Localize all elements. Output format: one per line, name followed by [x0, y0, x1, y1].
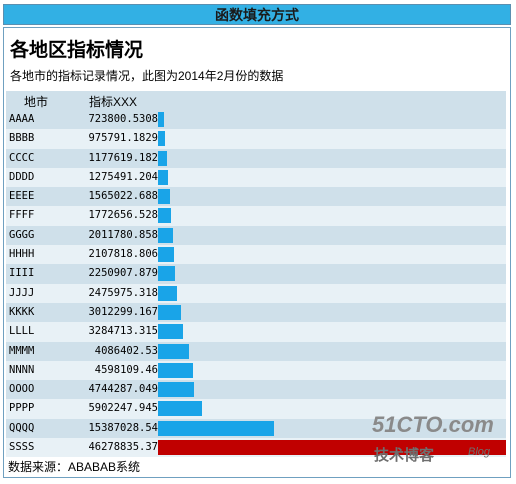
row-city: CCCC	[9, 151, 35, 164]
row-city: DDDD	[9, 170, 35, 183]
table-row: NNNN 4598109.46	[6, 360, 506, 381]
row-value: 3284713.315	[88, 325, 158, 338]
row-city: JJJJ	[9, 286, 35, 299]
row-bar	[158, 247, 174, 263]
row-value: 3012299.167	[88, 305, 158, 318]
row-value: 4086402.53	[94, 344, 158, 357]
row-value: 1772656.528	[88, 209, 158, 222]
row-city: GGGG	[9, 228, 35, 241]
row-city: NNNN	[9, 363, 35, 376]
row-bar	[158, 382, 194, 398]
row-city: PPPP	[9, 402, 35, 415]
table-row: HHHH 2107818.806	[6, 245, 506, 265]
table-row: SSSS 46278835.37	[6, 438, 506, 458]
row-bar	[158, 266, 175, 282]
table-row: MMMM 4086402.53	[6, 341, 506, 361]
row-city: QQQQ	[9, 421, 35, 434]
row-bar	[158, 362, 193, 378]
row-bar	[158, 440, 506, 456]
row-city: FFFF	[9, 209, 35, 222]
row-city: MMMM	[9, 344, 35, 357]
row-city: BBBB	[9, 132, 35, 145]
table-row: PPPP 5902247.945	[6, 399, 506, 419]
row-value: 2011780.858	[88, 228, 158, 241]
data-rows: AAAA 723800.5308 BBBB 975791.1829 CCCC 117761…	[6, 110, 506, 458]
chart-panel: 各地区指标情况 各地市的指标记录情况，此图为2014年2月份的数据 地市 指标X…	[3, 27, 511, 478]
table-row: QQQQ 15387028.54	[6, 418, 506, 439]
table-row: EEEE 1565022.688	[6, 187, 506, 207]
header-city: 地市	[24, 95, 49, 109]
row-value: 2475975.318	[88, 286, 158, 299]
table-row: OOOO 4744287.049	[6, 380, 506, 400]
row-bar	[158, 112, 164, 127]
row-value: 15387028.54	[88, 421, 158, 434]
row-value: 4744287.049	[88, 383, 158, 396]
row-value: 4598109.46	[94, 363, 158, 376]
table-row: LLLL 3284713.315	[6, 322, 506, 342]
table-row: KKKK 3012299.167	[6, 302, 506, 323]
row-city: AAAA	[9, 113, 35, 125]
row-bar	[158, 324, 183, 340]
row-city: OOOO	[9, 383, 35, 396]
row-bar	[158, 227, 173, 243]
table-row: JJJJ 2475975.318	[6, 283, 506, 303]
row-value: 1275491.204	[88, 170, 158, 183]
row-bar	[158, 208, 171, 224]
data-source: 数据来源：ABABAB系统	[8, 460, 141, 474]
table-row: DDDD 1275491.204	[6, 167, 506, 188]
row-bar	[158, 420, 274, 436]
row-bar	[158, 131, 165, 147]
table-row: IIII 2250907.879	[6, 264, 506, 284]
row-bar	[158, 150, 167, 166]
chart-subtitle: 各地市的指标记录情况，此图为2014年2月份的数据	[10, 69, 284, 83]
row-city: HHHH	[9, 248, 35, 261]
banner-title: 函数填充方式	[3, 4, 511, 25]
row-city: IIII	[9, 267, 35, 280]
row-value: 975791.1829	[88, 132, 158, 145]
row-bar	[158, 169, 168, 185]
row-bar	[158, 189, 170, 205]
row-value: 723800.5308	[88, 113, 158, 125]
table-row: GGGG 2011780.858	[6, 225, 506, 246]
table-row: CCCC 1177619.182	[6, 148, 506, 168]
header-metric: 指标XXX	[89, 95, 138, 109]
table-row: FFFF 1772656.528	[6, 206, 506, 226]
row-city: EEEE	[9, 190, 35, 203]
table-header: 地市 指标XXX	[6, 91, 506, 110]
table-row: AAAA 723800.5308	[6, 110, 506, 130]
row-value: 2107818.806	[88, 248, 158, 261]
row-value: 5902247.945	[88, 402, 158, 415]
chart-title: 各地区指标情况	[10, 40, 144, 61]
row-value: 46278835.37	[88, 441, 158, 454]
row-value: 2250907.879	[88, 267, 158, 280]
row-bar	[158, 343, 189, 359]
row-city: KKKK	[9, 305, 35, 318]
row-value: 1565022.688	[88, 190, 158, 203]
table-row: BBBB 975791.1829	[6, 129, 506, 149]
row-city: LLLL	[9, 325, 35, 338]
row-bar	[158, 285, 177, 301]
row-city: SSSS	[9, 441, 35, 454]
row-value: 1177619.182	[88, 151, 158, 164]
row-bar	[158, 304, 181, 320]
row-bar	[158, 401, 202, 417]
